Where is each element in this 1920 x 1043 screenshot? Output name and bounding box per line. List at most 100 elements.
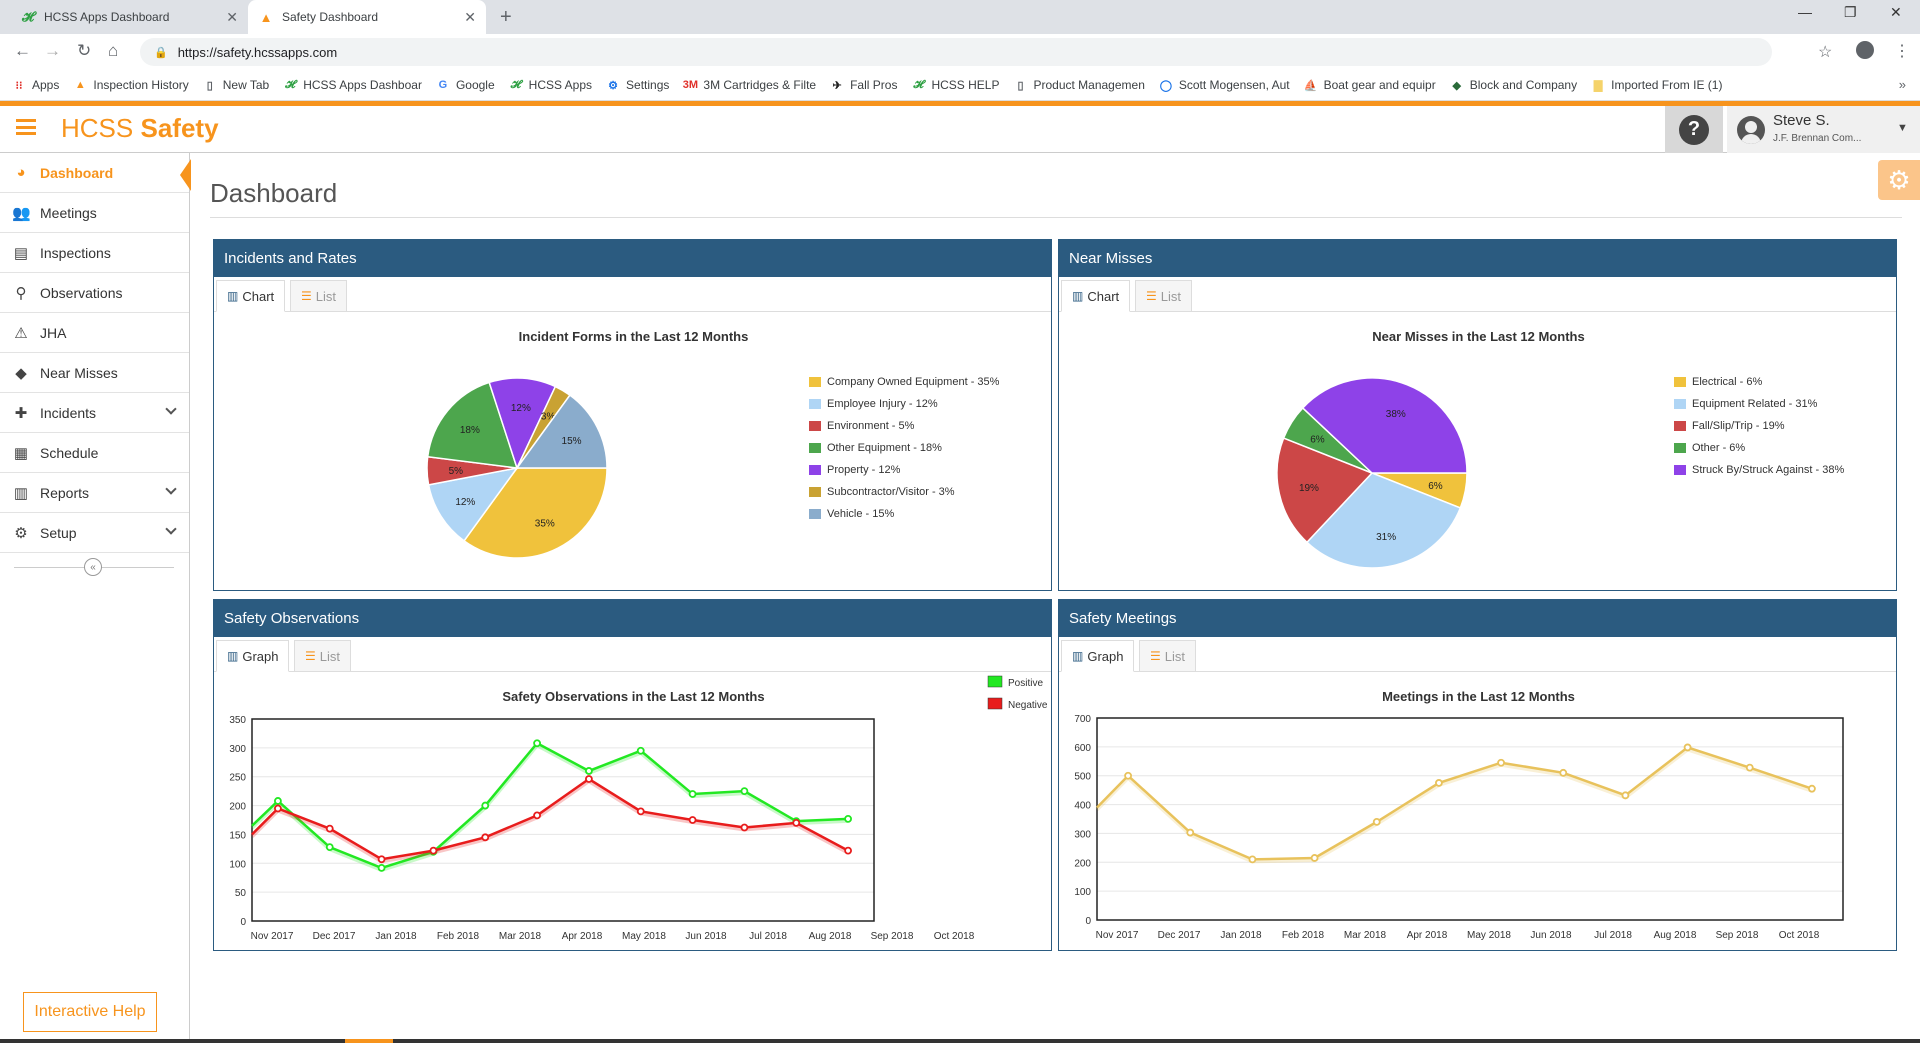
data-point[interactable] xyxy=(688,790,697,798)
tab-chart[interactable]: ▥ Chart xyxy=(216,280,286,312)
sidebar-item-meetings[interactable]: 👥 Meetings xyxy=(0,193,189,233)
tab-list[interactable]: ☰ List xyxy=(290,280,347,312)
new-tab-icon[interactable]: + xyxy=(500,6,512,28)
legend-item[interactable]: Environment - 5% xyxy=(809,415,999,437)
data-point[interactable] xyxy=(481,833,490,842)
data-point[interactable] xyxy=(325,824,334,833)
account-icon[interactable] xyxy=(1856,41,1874,59)
data-point[interactable] xyxy=(377,855,386,864)
tab-list[interactable]: ☰ List xyxy=(294,640,351,672)
data-point[interactable] xyxy=(740,787,749,796)
bookmark-item[interactable]: ⁝⁝ Apps xyxy=(12,78,60,92)
legend-item[interactable]: Employee Injury - 12% xyxy=(809,393,999,415)
menu-dots-icon[interactable]: ⋮ xyxy=(1894,43,1910,60)
chevron-down-icon[interactable] xyxy=(165,403,177,415)
pie-slice[interactable] xyxy=(488,377,557,471)
legend-item[interactable]: Company Owned Equipment - 35% xyxy=(809,371,999,393)
close-window-icon[interactable]: ✕ xyxy=(1890,4,1902,20)
bookmark-item[interactable]: G Google xyxy=(436,78,495,92)
legend-item[interactable]: Other - 6% xyxy=(1674,437,1844,459)
data-point[interactable] xyxy=(688,816,697,824)
data-point[interactable] xyxy=(844,814,852,823)
data-point[interactable] xyxy=(274,797,282,805)
data-point[interactable] xyxy=(844,846,852,855)
interactive-help-button[interactable]: Interactive Help xyxy=(23,992,157,1032)
close-icon[interactable]: ✕ xyxy=(226,9,238,25)
bookmark-item[interactable]: 𝓗 HCSS Apps Dashboar xyxy=(283,78,422,92)
sidebar-item-setup[interactable]: ⚙ Setup xyxy=(0,513,189,553)
data-point[interactable] xyxy=(1435,779,1443,787)
restore-icon[interactable]: ❐ xyxy=(1844,4,1857,20)
bookmark-item[interactable]: ◆ Block and Company xyxy=(1450,78,1577,92)
sidebar-item-near-misses[interactable]: ◆ Near Misses xyxy=(0,353,189,393)
bookmark-item[interactable]: ▯ Product Managemen xyxy=(1013,78,1144,92)
back-icon[interactable]: ← xyxy=(14,41,31,60)
data-point[interactable] xyxy=(1248,855,1257,864)
data-point[interactable] xyxy=(1745,763,1754,772)
data-point[interactable] xyxy=(1310,854,1319,862)
legend-item[interactable]: Vehicle - 15% xyxy=(809,503,999,525)
chevron-down-icon[interactable] xyxy=(165,523,177,535)
browser-tab-safety[interactable]: ▲ Safety Dashboard ✕ xyxy=(248,0,486,34)
legend-item[interactable]: Equipment Related - 31% xyxy=(1674,393,1844,415)
data-point[interactable] xyxy=(377,864,386,872)
sidebar-item-incidents[interactable]: ✚ Incidents xyxy=(0,393,189,433)
data-point[interactable] xyxy=(1559,768,1568,777)
browser-tab-hcss-apps[interactable]: 𝓗 HCSS Apps Dashboard ✕ xyxy=(10,0,248,34)
legend-item[interactable]: Property - 12% xyxy=(809,459,999,481)
data-point[interactable] xyxy=(1186,828,1195,837)
bookmarks-more-icon[interactable]: » xyxy=(1898,77,1906,92)
data-point[interactable] xyxy=(740,823,749,832)
tab-chart[interactable]: ▥ Chart xyxy=(1061,280,1131,312)
sidebar-item-dashboard[interactable]: ◕ Dashboard xyxy=(0,153,191,193)
data-point[interactable] xyxy=(1497,758,1505,767)
legend-item[interactable]: Struck By/Struck Against - 38% xyxy=(1674,459,1844,481)
dashboard-settings-gear-icon[interactable]: ⚙ xyxy=(1878,160,1920,200)
pie-slice[interactable] xyxy=(1305,472,1462,569)
data-point[interactable] xyxy=(429,846,438,855)
data-point[interactable] xyxy=(533,739,541,748)
hamburger-menu-icon[interactable] xyxy=(16,119,36,135)
bookmark-item[interactable]: ◯ Scott Mogensen, Aut xyxy=(1159,78,1290,92)
forward-icon[interactable]: → xyxy=(44,41,61,60)
sidebar-item-reports[interactable]: ▥ Reports xyxy=(0,473,189,513)
legend-item[interactable]: Subcontractor/Visitor - 3% xyxy=(809,481,999,503)
close-icon[interactable]: ✕ xyxy=(464,9,476,25)
data-point[interactable] xyxy=(325,843,334,852)
bookmark-item[interactable]: ▇ Imported From IE (1) xyxy=(1591,78,1723,92)
home-icon[interactable]: ⌂ xyxy=(108,41,119,60)
tab-list[interactable]: ☰ List xyxy=(1135,280,1192,312)
data-point[interactable] xyxy=(1808,784,1816,793)
address-bar[interactable]: 🔒 https://safety.hcssapps.com xyxy=(140,38,1772,66)
data-point[interactable] xyxy=(1124,771,1132,780)
bookmark-item[interactable]: 3M 3M Cartridges & Filte xyxy=(683,78,816,92)
data-point[interactable] xyxy=(533,811,541,820)
pie-slice[interactable] xyxy=(515,394,608,469)
bookmark-item[interactable]: 𝓗 HCSS Apps xyxy=(509,78,592,92)
user-menu[interactable]: Steve S. J.F. Brennan Com... ▼ xyxy=(1727,106,1920,153)
tab-graph[interactable]: ▥ Graph xyxy=(216,640,290,672)
bookmark-item[interactable]: ⚙ Settings xyxy=(606,78,669,92)
data-point[interactable] xyxy=(792,818,801,827)
data-point[interactable] xyxy=(1621,791,1630,800)
legend-item[interactable]: Fall/Slip/Trip - 19% xyxy=(1674,415,1844,437)
minimize-icon[interactable]: — xyxy=(1798,4,1812,20)
reload-icon[interactable]: ↻ xyxy=(77,41,92,60)
pie-slice[interactable] xyxy=(427,466,519,542)
legend-item[interactable]: Electrical - 6% xyxy=(1674,371,1844,393)
data-point[interactable] xyxy=(636,746,645,755)
sidebar-item-observations[interactable]: ⚲ Observations xyxy=(0,273,189,313)
data-point[interactable] xyxy=(585,767,593,775)
sidebar-item-inspections[interactable]: ▤ Inspections xyxy=(0,233,189,273)
legend-label[interactable]: Negative xyxy=(1008,700,1048,711)
help-button[interactable]: ? xyxy=(1665,106,1723,153)
data-point[interactable] xyxy=(1683,743,1692,752)
collapse-sidebar-icon[interactable]: « xyxy=(84,558,102,576)
bookmark-item[interactable]: 𝓗 HCSS HELP xyxy=(911,78,999,92)
bookmark-item[interactable]: ▯ New Tab xyxy=(203,78,270,92)
legend-label[interactable]: Positive xyxy=(1008,678,1043,689)
bookmark-item[interactable]: ⛵ Boat gear and equipr xyxy=(1304,78,1436,92)
data-point[interactable] xyxy=(1372,817,1381,826)
legend-item[interactable]: Other Equipment - 18% xyxy=(809,437,999,459)
sidebar-item-schedule[interactable]: ▦ Schedule xyxy=(0,433,189,473)
